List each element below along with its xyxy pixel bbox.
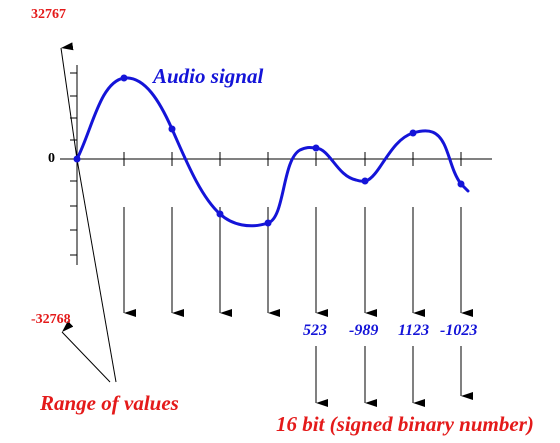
origin-to-caption-line	[76, 158, 117, 383]
bits-caption: 16 bit (signed binary number)	[276, 412, 534, 436]
sample-point	[312, 144, 320, 152]
sample-point	[409, 129, 417, 137]
sample-point	[216, 210, 224, 218]
value-axis-ticks	[70, 72, 77, 256]
max-range-arrow	[60, 42, 78, 160]
time-axis-ticks	[123, 152, 462, 166]
zero-label: 0	[48, 151, 55, 166]
sample-point	[168, 125, 176, 133]
sample-point	[73, 155, 81, 163]
sample-arrows	[123, 207, 473, 317]
sample-points	[73, 74, 465, 227]
sample-value-1: 523	[303, 322, 327, 339]
sample-point	[361, 177, 369, 185]
sample-point	[457, 180, 465, 188]
min-value-label: -32768	[31, 312, 71, 327]
min-range-arrow	[61, 320, 111, 383]
sample-value-2: -989	[349, 322, 379, 339]
range-caption: Range of values	[40, 391, 179, 415]
max-value-label: 32767	[31, 7, 66, 22]
sample-value-4: -1023	[440, 322, 478, 339]
sample-point	[120, 74, 128, 82]
signal-title: Audio signal	[153, 64, 264, 88]
value-to-binary-arrows	[315, 346, 473, 407]
audio-signal-curve	[75, 76, 470, 228]
sample-point	[264, 219, 272, 227]
sample-value-3: 1123	[398, 322, 430, 339]
